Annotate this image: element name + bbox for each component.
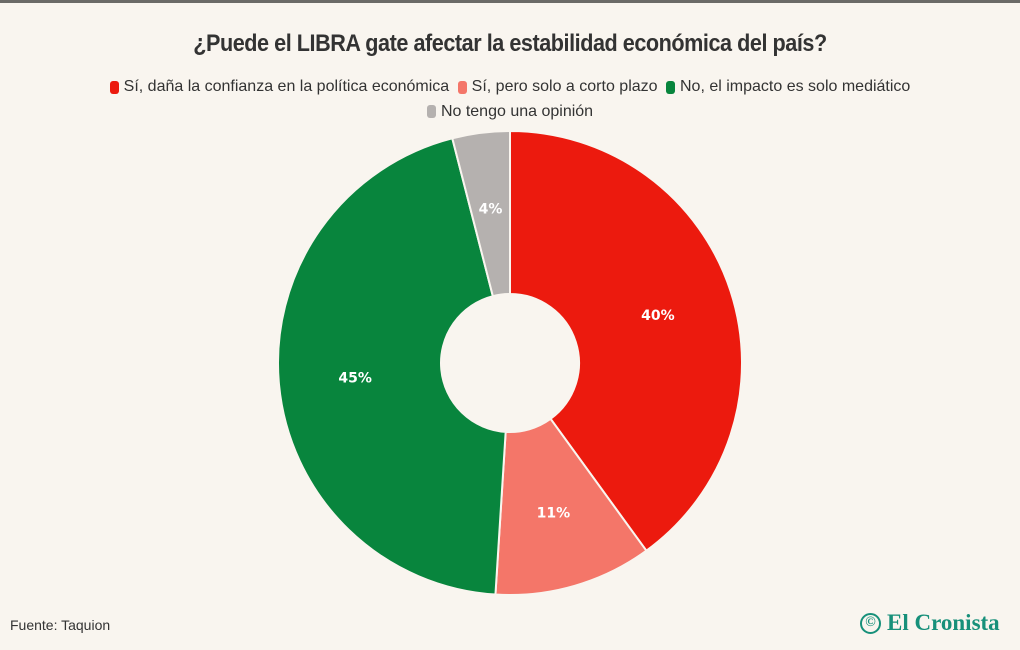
legend-swatch (426, 105, 436, 118)
legend-label: No tengo una opinión (440, 102, 594, 120)
slice-label: 40% (641, 308, 675, 324)
donut-slice[interactable] (494, 417, 648, 596)
legend-swatch (109, 80, 119, 94)
el-cronista-logo: © El Cronista (860, 610, 1000, 636)
slice-label: 11% (537, 505, 571, 521)
legend-swatch (666, 80, 675, 94)
legend-swatch (457, 80, 467, 94)
legend: Sí, daña la confianza en la política eco… (0, 76, 1020, 125)
donut-slice[interactable] (451, 129, 511, 298)
slice-label: 4% (479, 202, 503, 218)
legend-label: Sí, daña la confianza en la política eco… (123, 78, 450, 95)
copyright-icon: © (860, 612, 881, 634)
logo-text: El Cronista (887, 610, 1000, 635)
legend-item[interactable]: No tengo una opinión (426, 101, 594, 123)
legend-item[interactable]: Sí, daña la confianza en la política eco… (109, 76, 450, 98)
legend-item[interactable]: Sí, pero solo a corto plazo (457, 76, 658, 98)
legend-label: No, el impacto es solo mediático (680, 78, 911, 95)
top-border (0, 0, 1020, 3)
slice-label: 45% (338, 371, 372, 387)
donut-slice[interactable] (509, 129, 743, 553)
legend-item[interactable]: No, el impacto es solo mediático (666, 76, 910, 98)
legend-label: Sí, pero solo a corto plazo (471, 78, 658, 95)
donut-slice[interactable] (277, 137, 507, 596)
chart-title: ¿Puede el LIBRA gate afectar la estabili… (193, 30, 827, 57)
source-note: Fuente: Taquion (10, 617, 111, 633)
